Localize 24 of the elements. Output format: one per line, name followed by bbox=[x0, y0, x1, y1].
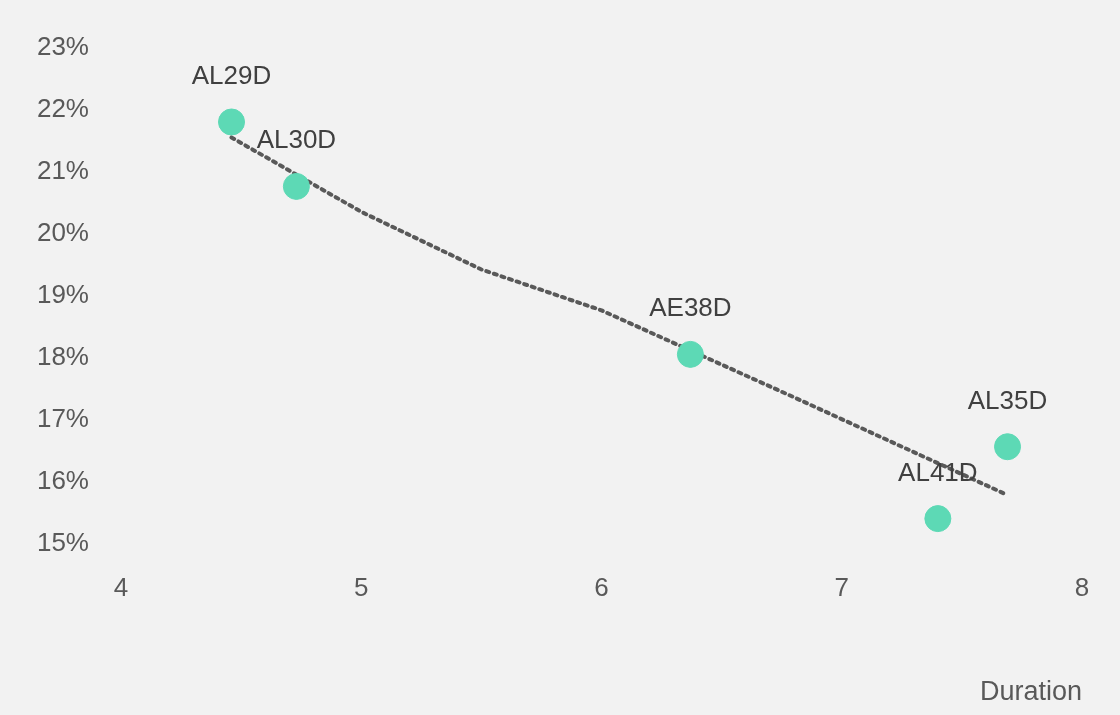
annotation: AL35D bbox=[967, 384, 1048, 415]
x-tick-label: 4 bbox=[113, 572, 129, 603]
point bbox=[282, 172, 310, 200]
point bbox=[924, 505, 952, 533]
y-tick-label: 17% bbox=[36, 402, 89, 433]
point bbox=[676, 340, 704, 368]
y-tick-label: 19% bbox=[36, 278, 89, 309]
annotation: AL30D bbox=[256, 124, 337, 155]
y-tick-label: 22% bbox=[36, 92, 89, 123]
y-tick-label: 16% bbox=[36, 464, 89, 495]
annotation: AL29D bbox=[191, 59, 272, 90]
y-tick-label: 20% bbox=[36, 216, 89, 247]
x-tick-label: 6 bbox=[594, 572, 609, 603]
x-tick-label: 5 bbox=[354, 572, 369, 603]
point bbox=[994, 433, 1022, 461]
y-tick-label: 18% bbox=[36, 340, 89, 371]
x-tick-label: 8 bbox=[1074, 572, 1090, 603]
y-tick-label: 15% bbox=[36, 526, 89, 557]
point bbox=[218, 108, 246, 136]
y-tick-label: 21% bbox=[36, 154, 89, 185]
y-tick-label: 23% bbox=[36, 30, 89, 61]
annotation: AE38D bbox=[649, 292, 732, 323]
x-axis-title: Duration bbox=[979, 676, 1082, 707]
x-tick-label: 7 bbox=[834, 572, 849, 603]
